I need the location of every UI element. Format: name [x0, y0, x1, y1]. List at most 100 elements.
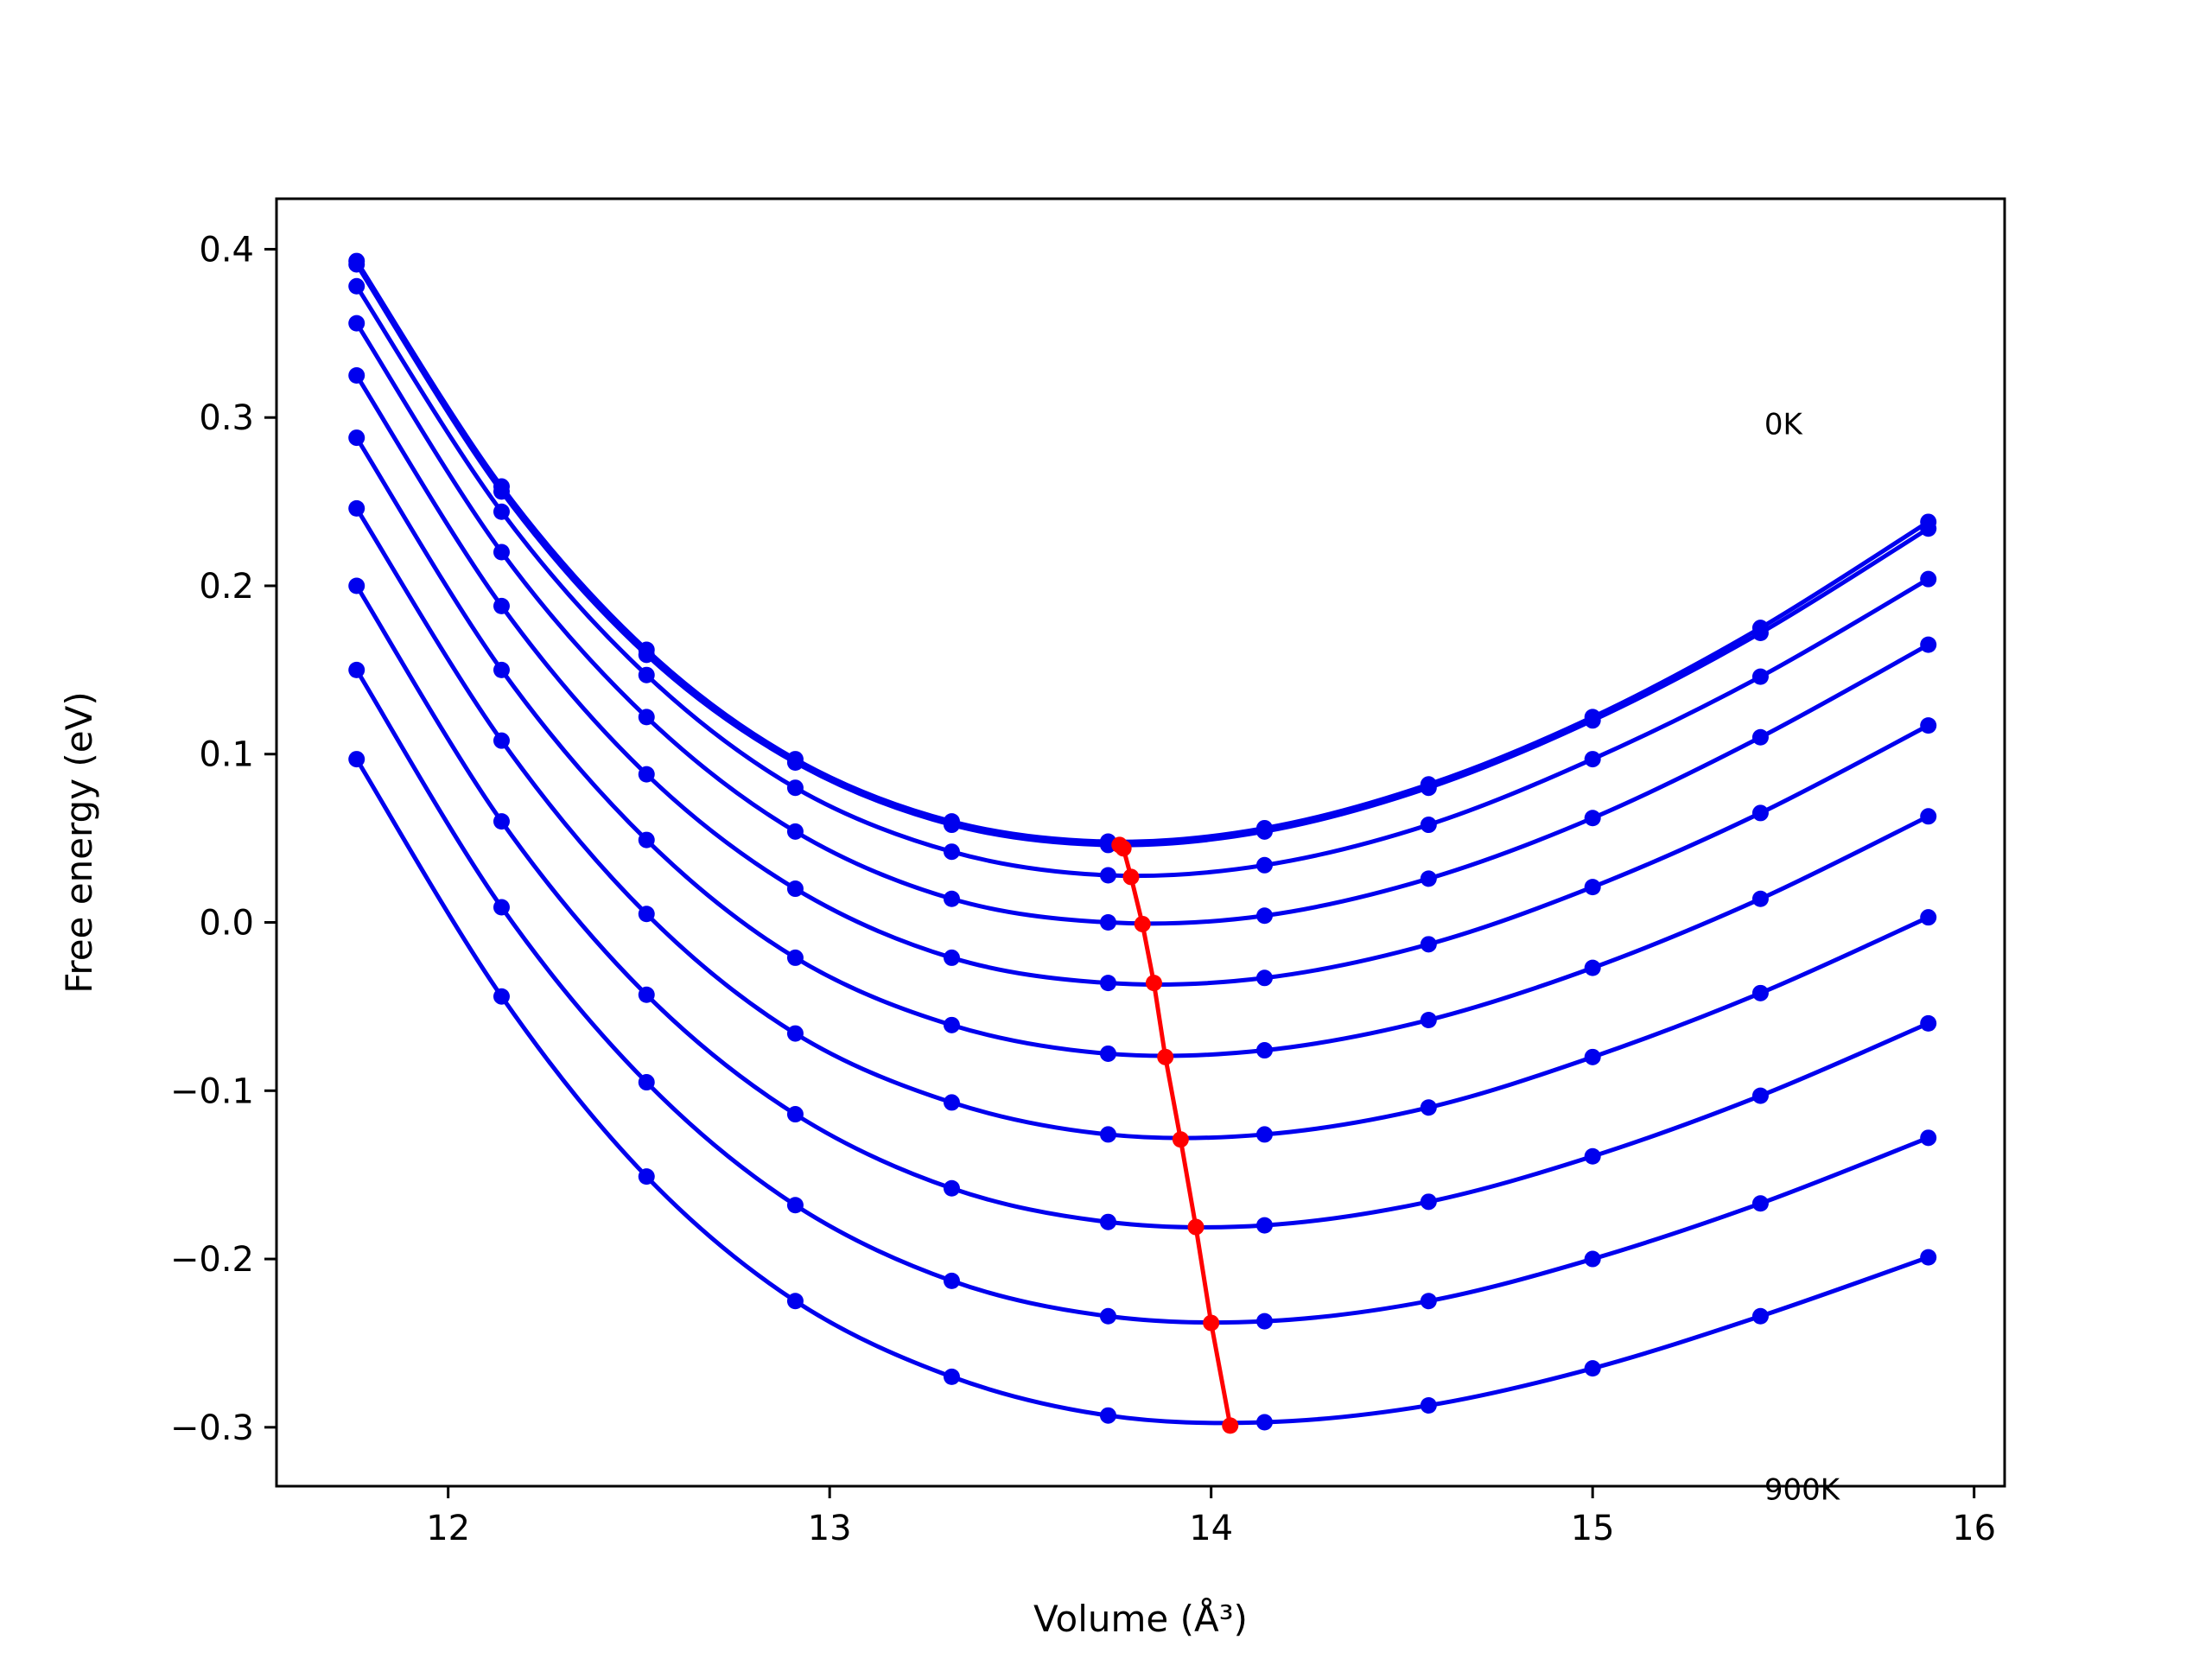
- series-point-6-0: [348, 499, 365, 517]
- series-point-5-1: [493, 661, 510, 678]
- curves-layer: [348, 252, 1937, 1431]
- minima-point-9: [1222, 1417, 1239, 1434]
- series-point-6-1: [493, 732, 510, 749]
- minima-point-1: [1115, 840, 1132, 857]
- series-point-3-5: [1099, 914, 1116, 931]
- series-point-7-4: [943, 1179, 960, 1197]
- series-point-2-1: [493, 503, 510, 520]
- y-tick-label: 0.2: [199, 567, 254, 607]
- annotations-layer: 0K 900K: [1764, 408, 1841, 1508]
- series-point-5-8: [1584, 959, 1601, 976]
- series-point-2-5: [1099, 867, 1116, 884]
- y-tick-label: 0.4: [199, 230, 254, 270]
- series-point-5-5: [1099, 1045, 1116, 1062]
- series-point-9-3: [786, 1293, 804, 1310]
- series-point-4-1: [493, 597, 510, 614]
- series-point-1-1: [493, 483, 510, 500]
- y-axis-label: Free energy (eV): [58, 691, 100, 994]
- series-point-5-0: [348, 429, 365, 447]
- series-point-7-5: [1099, 1213, 1116, 1230]
- series-point-8-6: [1255, 1313, 1273, 1330]
- series-point-6-6: [1255, 1126, 1273, 1143]
- y-tick-label: 0.1: [199, 735, 254, 775]
- series-point-5-9: [1751, 890, 1769, 907]
- x-tick-label: 16: [1952, 1509, 1996, 1548]
- series-point-1-9: [1751, 625, 1769, 642]
- series-point-5-6: [1255, 1042, 1273, 1059]
- series-point-4-2: [638, 766, 655, 783]
- series-point-8-2: [638, 1074, 655, 1091]
- y-tick-label: −0.1: [170, 1071, 254, 1111]
- series-point-7-6: [1255, 1217, 1273, 1234]
- series-point-6-4: [943, 1094, 960, 1111]
- series-point-9-7: [1420, 1397, 1437, 1414]
- series-point-2-4: [943, 843, 960, 861]
- series-point-1-5: [1099, 836, 1116, 854]
- x-axis-label: Volume (Å³): [1033, 1597, 1248, 1640]
- series-point-9-2: [638, 1168, 655, 1185]
- series-point-9-10: [1920, 1249, 1937, 1266]
- series-point-6-10: [1920, 909, 1937, 926]
- x-tick-label: 13: [808, 1509, 852, 1548]
- minima-point-2: [1122, 868, 1140, 886]
- series-point-3-7: [1420, 870, 1437, 887]
- series-point-4-5: [1099, 975, 1116, 992]
- series-point-6-7: [1420, 1099, 1437, 1116]
- x-tick-label: 12: [426, 1509, 470, 1548]
- series-point-3-10: [1920, 636, 1937, 653]
- series-point-8-3: [786, 1197, 804, 1214]
- y-tick-label: −0.2: [170, 1240, 254, 1280]
- series-point-9-9: [1751, 1307, 1769, 1325]
- series-point-1-3: [786, 753, 804, 771]
- series-line-8: [354, 669, 1929, 1325]
- series-line-4: [354, 374, 1929, 987]
- x-tick-label: 15: [1571, 1509, 1615, 1548]
- series-point-1-2: [638, 646, 655, 664]
- series-point-8-7: [1420, 1293, 1437, 1310]
- series-point-6-8: [1584, 1048, 1601, 1065]
- series-point-4-9: [1751, 804, 1769, 822]
- series-point-2-6: [1255, 856, 1273, 874]
- series-point-2-8: [1584, 751, 1601, 768]
- plot-frame: [275, 197, 2006, 1488]
- x-tick-label: 14: [1189, 1509, 1233, 1548]
- series-point-2-7: [1420, 817, 1437, 834]
- series-point-1-10: [1920, 520, 1937, 537]
- series-point-7-0: [348, 577, 365, 594]
- series-point-7-1: [493, 813, 510, 830]
- series-line-0: [354, 259, 1930, 844]
- series-point-6-5: [1099, 1126, 1116, 1143]
- series-line-7: [354, 584, 1929, 1230]
- series-line-5: [354, 436, 1929, 1058]
- series-point-9-4: [943, 1368, 960, 1385]
- series-point-5-2: [638, 831, 655, 849]
- series-point-9-5: [1099, 1407, 1116, 1424]
- temperature-annotation-1: 900K: [1764, 1473, 1841, 1508]
- series-line-6: [354, 507, 1929, 1141]
- series-point-4-0: [348, 367, 365, 385]
- series-point-8-0: [348, 661, 365, 678]
- series-point-5-10: [1920, 808, 1937, 825]
- series-point-2-10: [1920, 570, 1937, 588]
- series-point-7-3: [786, 1106, 804, 1123]
- series-point-7-2: [638, 986, 655, 1003]
- x-axis-ticks: 12 13 14 15 16: [426, 1486, 1996, 1548]
- minima-point-4: [1145, 975, 1162, 992]
- series-point-3-8: [1584, 810, 1601, 827]
- minima-line: [1118, 843, 1233, 1427]
- series-point-3-4: [943, 890, 960, 907]
- series-point-3-3: [786, 823, 804, 840]
- series-point-3-6: [1255, 907, 1273, 925]
- series-point-9-6: [1255, 1414, 1273, 1431]
- series-point-1-4: [943, 817, 960, 834]
- series-point-6-3: [786, 1025, 804, 1042]
- series-point-2-0: [348, 277, 365, 295]
- series-point-9-1: [493, 988, 510, 1005]
- series-point-8-1: [493, 899, 510, 916]
- series-line-3: [354, 321, 1929, 926]
- series-point-8-9: [1751, 1195, 1769, 1212]
- series-point-4-7: [1420, 936, 1437, 953]
- series-line-1: [354, 263, 1930, 848]
- series-point-8-5: [1099, 1307, 1116, 1325]
- series-point-4-10: [1920, 717, 1937, 734]
